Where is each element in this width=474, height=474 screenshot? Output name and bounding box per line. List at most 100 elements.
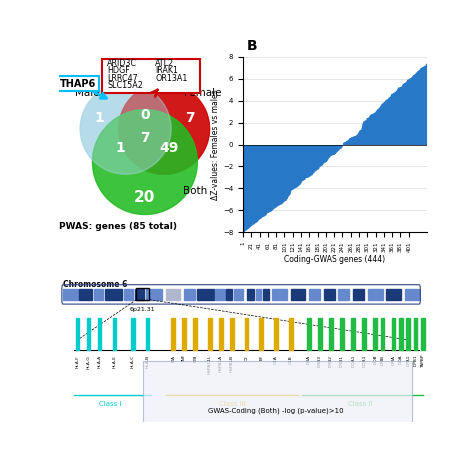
Text: BF: BF bbox=[259, 355, 263, 360]
Text: 6p21.31: 6p21.31 bbox=[130, 307, 155, 312]
Bar bbox=[324, 289, 335, 300]
Bar bbox=[340, 318, 344, 350]
Text: ARID3C: ARID3C bbox=[107, 59, 137, 68]
Bar bbox=[184, 289, 195, 300]
Text: Class II: Class II bbox=[348, 401, 373, 407]
Bar bbox=[421, 318, 425, 350]
Bar bbox=[94, 289, 103, 300]
Text: 20: 20 bbox=[134, 190, 155, 204]
Text: DRB2: DRB2 bbox=[329, 355, 333, 367]
Bar bbox=[289, 318, 292, 350]
Text: DMB: DMB bbox=[381, 355, 384, 365]
Bar bbox=[146, 318, 149, 350]
Bar bbox=[259, 318, 263, 350]
Bar bbox=[405, 289, 419, 300]
Text: DOB: DOB bbox=[373, 355, 377, 365]
Text: 1: 1 bbox=[116, 141, 125, 155]
Bar bbox=[246, 289, 254, 300]
Text: C4B: C4B bbox=[289, 355, 292, 364]
Bar bbox=[234, 289, 243, 300]
Bar bbox=[131, 318, 135, 350]
Bar bbox=[309, 289, 320, 300]
Text: HLA-E: HLA-E bbox=[112, 355, 116, 368]
Bar bbox=[105, 289, 122, 300]
FancyBboxPatch shape bbox=[102, 59, 200, 93]
Bar bbox=[368, 289, 383, 300]
Text: DRB1: DRB1 bbox=[340, 355, 344, 367]
Text: 7: 7 bbox=[185, 111, 195, 125]
Bar bbox=[263, 289, 269, 300]
Bar bbox=[215, 289, 225, 300]
Bar bbox=[197, 289, 213, 300]
Text: DPA1: DPA1 bbox=[406, 355, 410, 366]
Text: LRRC47: LRRC47 bbox=[107, 74, 138, 83]
Bar bbox=[166, 289, 181, 300]
Text: 0: 0 bbox=[140, 108, 150, 122]
Text: C2: C2 bbox=[245, 355, 248, 361]
Bar bbox=[182, 318, 186, 350]
Bar bbox=[272, 289, 287, 300]
Text: TNF: TNF bbox=[182, 355, 186, 363]
Bar bbox=[193, 318, 197, 350]
Text: 1: 1 bbox=[95, 111, 104, 125]
Text: DRB3: DRB3 bbox=[318, 355, 322, 367]
Bar bbox=[338, 289, 349, 300]
Circle shape bbox=[80, 83, 171, 174]
Bar bbox=[329, 318, 333, 350]
Bar bbox=[392, 318, 395, 350]
Text: IRAK1: IRAK1 bbox=[155, 66, 178, 75]
Text: 7: 7 bbox=[140, 130, 150, 145]
Bar bbox=[245, 318, 248, 350]
Bar bbox=[386, 289, 401, 300]
Text: HSPA1B: HSPA1B bbox=[230, 355, 234, 372]
Text: Both: Both bbox=[183, 185, 208, 195]
Bar bbox=[227, 289, 232, 300]
Text: PWAS: genes (85 total): PWAS: genes (85 total) bbox=[59, 222, 177, 231]
Bar bbox=[112, 318, 116, 350]
Text: LTB: LTB bbox=[193, 355, 197, 362]
Bar bbox=[381, 318, 384, 350]
Bar bbox=[76, 318, 80, 350]
Text: DQB1: DQB1 bbox=[362, 355, 366, 367]
Bar bbox=[124, 289, 133, 300]
Bar bbox=[135, 289, 144, 300]
Text: HLA-G: HLA-G bbox=[87, 355, 91, 368]
Bar bbox=[274, 318, 278, 350]
Bar bbox=[98, 318, 101, 350]
Bar bbox=[318, 318, 322, 350]
FancyBboxPatch shape bbox=[143, 361, 412, 423]
Text: ATL2: ATL2 bbox=[155, 59, 174, 68]
X-axis label: Coding-GWAS genes (444): Coding-GWAS genes (444) bbox=[284, 255, 385, 264]
Bar bbox=[219, 318, 223, 350]
Bar bbox=[230, 318, 234, 350]
Text: Male: Male bbox=[75, 88, 100, 98]
Bar bbox=[291, 289, 305, 300]
Y-axis label: ΔZ-values: Females vs males: ΔZ-values: Females vs males bbox=[211, 89, 220, 200]
Text: THAP6: THAP6 bbox=[60, 79, 97, 89]
Text: HLA-B: HLA-B bbox=[146, 355, 149, 368]
Bar bbox=[351, 318, 355, 350]
Bar bbox=[406, 318, 410, 350]
Text: HDGF: HDGF bbox=[107, 66, 130, 75]
Bar bbox=[208, 318, 212, 350]
Text: OR13A1: OR13A1 bbox=[155, 74, 188, 83]
Bar bbox=[399, 318, 403, 350]
Text: Class I: Class I bbox=[100, 401, 122, 407]
Circle shape bbox=[80, 83, 171, 174]
Text: 49: 49 bbox=[160, 141, 179, 155]
Text: B: B bbox=[246, 39, 257, 54]
Bar bbox=[137, 289, 149, 301]
Text: Female: Female bbox=[184, 88, 221, 98]
Text: LTA: LTA bbox=[171, 355, 175, 362]
Text: HSPA1A: HSPA1A bbox=[219, 355, 223, 372]
Text: DRA: DRA bbox=[307, 355, 311, 364]
Text: Chromosome 6: Chromosome 6 bbox=[63, 280, 128, 289]
Bar bbox=[307, 318, 311, 350]
Bar bbox=[171, 318, 175, 350]
Text: DQA1: DQA1 bbox=[351, 355, 355, 367]
Text: HLA-F: HLA-F bbox=[76, 355, 80, 367]
Text: Class III: Class III bbox=[219, 401, 245, 407]
Text: DOA: DOA bbox=[399, 355, 403, 365]
Bar bbox=[414, 318, 418, 350]
Circle shape bbox=[118, 83, 210, 174]
